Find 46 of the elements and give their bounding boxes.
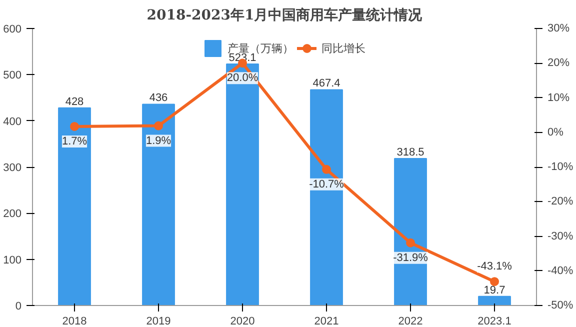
x-tick-label: 2019 bbox=[146, 316, 171, 327]
data-label: 318.5 bbox=[396, 146, 424, 158]
data-label: 1.9% bbox=[146, 134, 172, 147]
point bbox=[406, 238, 415, 248]
x-tick-label: 2023.1 bbox=[478, 316, 512, 327]
y-tick-label: 200 bbox=[3, 208, 22, 220]
point bbox=[322, 164, 331, 174]
x-tick-label: 2021 bbox=[314, 316, 339, 327]
data-label: 467.4 bbox=[312, 78, 340, 90]
data-label: 436 bbox=[149, 92, 168, 104]
bar bbox=[310, 89, 343, 306]
y2-tick-label: -40% bbox=[548, 264, 574, 277]
bar bbox=[478, 296, 511, 306]
y2-tick-label: 0% bbox=[548, 126, 564, 138]
data-label: -43.1% bbox=[477, 260, 512, 273]
y2-tick-label: -30% bbox=[548, 230, 574, 242]
data-label: -31.9% bbox=[393, 252, 428, 264]
y2-tick-label: -50% bbox=[548, 300, 574, 312]
x-tick-label: 2022 bbox=[398, 316, 423, 327]
data-label: -10.7% bbox=[309, 178, 344, 190]
y-tick-label: 400 bbox=[3, 116, 22, 128]
y2-tick-label: 20% bbox=[548, 57, 570, 70]
bar bbox=[58, 107, 91, 306]
bar bbox=[142, 104, 175, 306]
x-tick-label: 2018 bbox=[62, 316, 87, 327]
point bbox=[154, 121, 163, 130]
y2-tick-label: -10% bbox=[548, 161, 574, 173]
bar bbox=[226, 64, 259, 306]
x-tick-label: 2020 bbox=[230, 316, 255, 327]
data-label: 19.7 bbox=[484, 284, 506, 296]
y-tick-label: 600 bbox=[3, 24, 22, 36]
chart-title: 2018-2023年1月中国商用车产量统计情况 bbox=[146, 6, 424, 24]
point bbox=[70, 122, 79, 131]
legend-label: 产量（万辆） bbox=[228, 42, 294, 54]
data-label: 1.7% bbox=[62, 135, 88, 148]
y-tick-label: 0 bbox=[15, 300, 22, 312]
y2-tick-label: 10% bbox=[548, 92, 570, 104]
legend-label: 同比增长 bbox=[322, 42, 366, 56]
bar bbox=[394, 158, 427, 306]
y2-tick-label: -20% bbox=[548, 196, 574, 208]
y2-tick-label: 30% bbox=[548, 22, 570, 34]
data-label: 428 bbox=[65, 96, 84, 108]
y-tick-label: 100 bbox=[3, 254, 22, 266]
y-tick-label: 300 bbox=[3, 162, 22, 174]
y-tick-label: 500 bbox=[3, 70, 22, 82]
data-label: 20.0% bbox=[226, 72, 258, 84]
